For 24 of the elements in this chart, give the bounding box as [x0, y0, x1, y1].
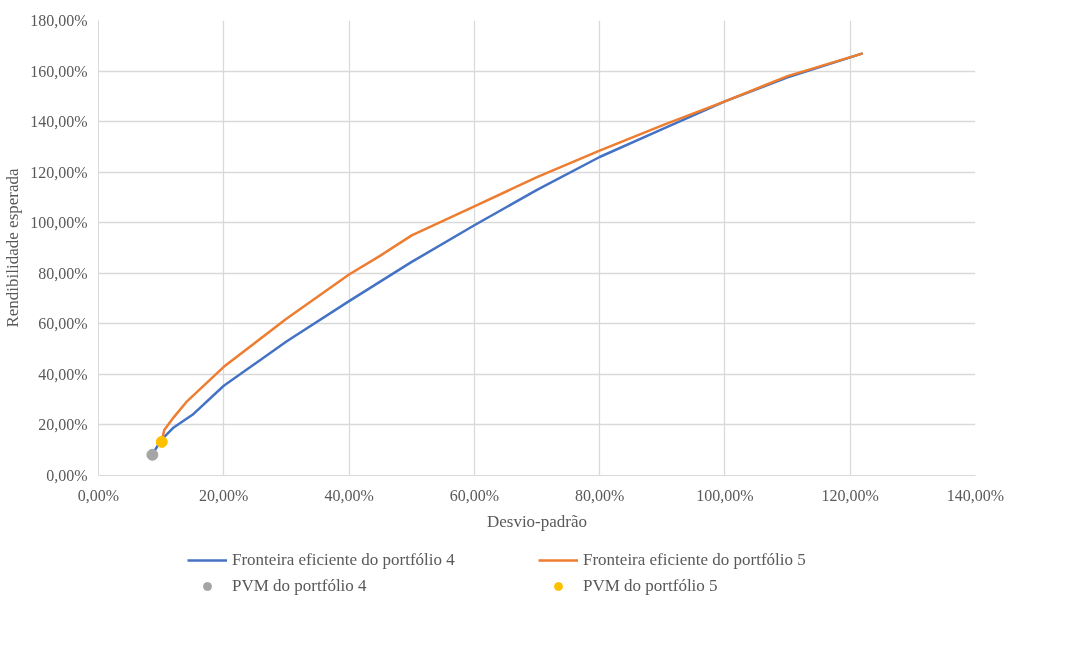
x-tick-label: 0,00%	[77, 486, 120, 504]
y-tick-label: 120,00%	[30, 163, 88, 181]
y-tick-label: 140,00%	[30, 113, 88, 131]
legend-label: PVM do portfólio 4	[232, 576, 368, 596]
x-tick-label: 80,00%	[574, 486, 625, 504]
legend-label: PVM do portfólio 5	[583, 576, 719, 596]
x-tick-label: 120,00%	[821, 486, 879, 504]
y-tick-label: 100,00%	[30, 214, 88, 232]
y-tick-label: 40,00%	[38, 365, 88, 383]
y-tick-label: 20,00%	[38, 416, 88, 434]
x-tick-label: 40,00%	[324, 486, 374, 504]
y-tick-label: 0,00%	[46, 467, 88, 484]
x-tick-label: 20,00%	[199, 486, 249, 504]
legend-label: Fronteira eficiente do portfólio 4	[232, 550, 456, 570]
y-tick-label: 180,00%	[30, 12, 88, 29]
x-tick-label: 60,00%	[449, 486, 500, 504]
y-tick-label: 60,00%	[38, 315, 88, 333]
legend-label: Fronteira eficiente do portfólio 5	[583, 550, 807, 570]
x-tick-label: 100,00%	[696, 486, 754, 504]
y-tick-label: 80,00%	[38, 264, 88, 282]
y-axis-title: Rendibilidade esperada	[3, 168, 23, 328]
y-tick-label: 160,00%	[30, 62, 88, 80]
x-tick-label: 140,00%	[946, 486, 1005, 504]
x-axis-title: Desvio-padrão	[486, 511, 588, 531]
